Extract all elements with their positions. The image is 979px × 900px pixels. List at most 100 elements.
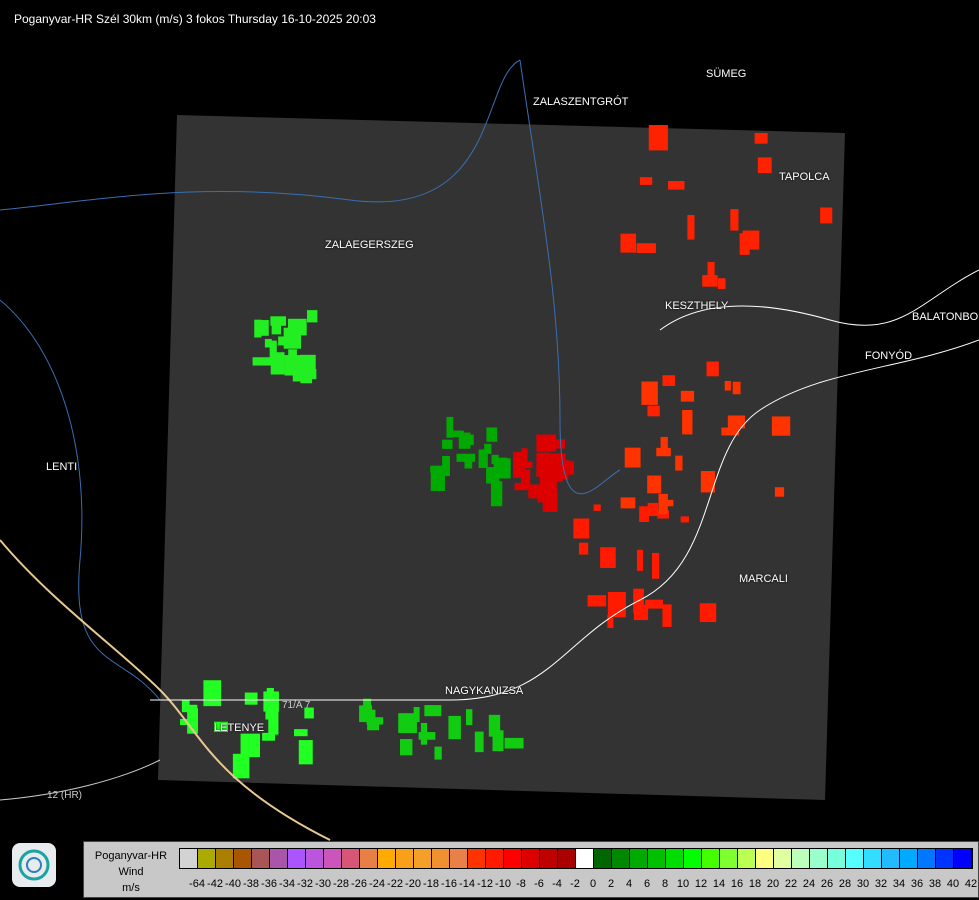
radar-echo — [578, 542, 589, 555]
radar-echo — [754, 132, 768, 144]
river — [0, 299, 161, 701]
radar-echo — [639, 177, 653, 185]
legend-swatch — [576, 849, 594, 868]
legend-label: -4 — [552, 878, 562, 890]
legend-swatch — [612, 849, 630, 868]
legend-swatch — [918, 849, 936, 868]
legend-label: -22 — [387, 878, 403, 890]
radar-echo — [294, 729, 308, 737]
radar-echo — [667, 499, 674, 507]
border-line — [0, 539, 331, 841]
legend-swatch — [792, 849, 810, 868]
radar-echo — [522, 461, 533, 469]
legend-swatch — [666, 849, 684, 868]
legend-label: -16 — [441, 878, 457, 890]
radar-echo — [252, 357, 273, 366]
radar-echo — [657, 510, 670, 519]
radar-echo — [452, 430, 464, 438]
radar-echo — [284, 355, 304, 376]
radar-echo — [496, 457, 508, 471]
road — [0, 759, 161, 801]
radar-echo — [647, 405, 660, 417]
legend-swatch — [594, 849, 612, 868]
legend-label: -40 — [225, 878, 241, 890]
radar-echo — [492, 730, 504, 752]
radar-echo — [271, 325, 282, 335]
radar-echo — [182, 704, 198, 713]
legend-color-scale — [179, 848, 973, 869]
legend-label: -20 — [405, 878, 421, 890]
legend-variable: Wind — [118, 866, 144, 878]
legend-label: 18 — [748, 878, 762, 890]
city-label: NAGYKANIZSA — [445, 685, 524, 697]
radar-echo — [687, 215, 695, 240]
radar-echo — [528, 484, 543, 499]
legend-swatch — [720, 849, 738, 868]
radar-echo — [187, 708, 198, 734]
radar-echo — [521, 469, 531, 491]
legend-label: 0 — [589, 878, 597, 890]
radar-echo — [717, 278, 726, 290]
legend-label: -14 — [459, 878, 475, 890]
legend-swatch — [864, 849, 882, 868]
radar-echo — [757, 157, 772, 174]
radar-echo — [504, 737, 524, 749]
radar-coverage-area — [158, 115, 845, 800]
road — [150, 339, 979, 701]
legend-swatch — [684, 849, 702, 868]
legend-label: 6 — [643, 878, 651, 890]
radar-echo — [641, 381, 658, 405]
legend-label: -32 — [297, 878, 313, 890]
radar-echo — [724, 380, 731, 391]
legend-swatch — [756, 849, 774, 868]
legend-swatch — [702, 849, 720, 868]
radar-echo — [262, 732, 275, 741]
radar-echo — [430, 465, 445, 491]
radar-echo — [820, 207, 833, 224]
legend-swatch — [306, 849, 324, 868]
radar-echo — [573, 518, 590, 539]
radar-echo — [278, 336, 290, 346]
legend-label: -18 — [423, 878, 439, 890]
legend-swatch — [468, 849, 486, 868]
legend-swatch — [180, 849, 198, 868]
legend-label: -26 — [351, 878, 367, 890]
radar-echo — [488, 714, 501, 737]
legend-label: 16 — [730, 878, 744, 890]
legend-swatch — [288, 849, 306, 868]
radar-echo — [490, 481, 503, 507]
legend-swatch — [522, 849, 540, 868]
legend-swatch — [486, 849, 504, 868]
legend-swatch — [900, 849, 918, 868]
legend-swatch — [810, 849, 828, 868]
legend-swatch — [954, 849, 972, 868]
legend-label: -10 — [495, 878, 511, 890]
legend-label: -64 — [189, 878, 205, 890]
radar-echo — [368, 709, 376, 724]
radar-echo — [442, 455, 450, 477]
radar-logo-icon — [12, 843, 56, 887]
legend-swatch — [828, 849, 846, 868]
radar-echo — [514, 482, 522, 491]
legend-label: 4 — [625, 878, 633, 890]
radar-echo — [682, 409, 693, 435]
legend-swatch — [648, 849, 666, 868]
legend-swatch — [378, 849, 396, 868]
radar-echo — [434, 746, 442, 760]
map-title: Poganyvar-HR Szél 30km (m/s) 3 fokos Thu… — [14, 12, 376, 26]
radar-echo — [424, 705, 442, 717]
radar-echo — [707, 261, 715, 286]
city-label: TAPOLCA — [779, 171, 830, 183]
lake-shore — [659, 269, 979, 331]
legend-swatch — [846, 849, 864, 868]
radar-echo — [240, 733, 260, 758]
legend-label: -28 — [333, 878, 349, 890]
legend-label: 26 — [820, 878, 834, 890]
radar-echo — [181, 699, 190, 713]
radar-echo — [306, 310, 318, 323]
legend-swatch — [504, 849, 522, 868]
legend-label: 8 — [661, 878, 669, 890]
radar-echo — [486, 427, 498, 442]
legend-swatch — [540, 849, 558, 868]
